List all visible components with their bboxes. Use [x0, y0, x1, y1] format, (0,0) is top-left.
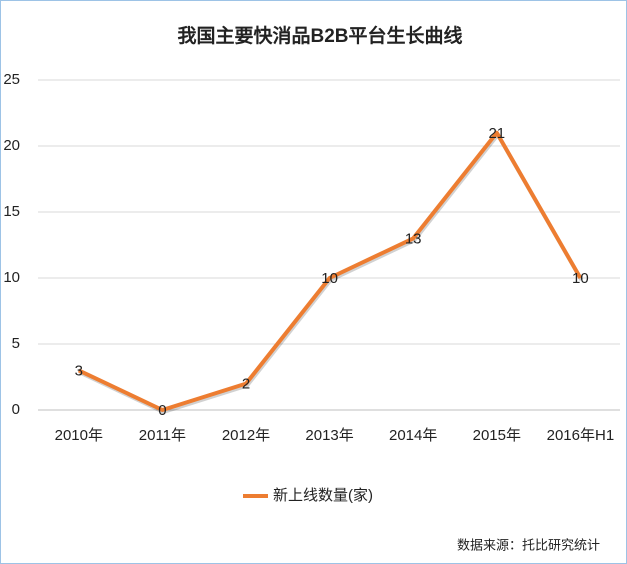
- y-tick-label: 0: [12, 401, 20, 418]
- chart-title: 我国主要快消品B2B平台生长曲线: [177, 24, 462, 47]
- x-tick-label: 2014年: [389, 427, 437, 444]
- data-label: 3: [75, 362, 83, 379]
- data-label: 13: [405, 230, 422, 247]
- legend-label: 新上线数量(家): [273, 487, 373, 504]
- data-label: 21: [488, 125, 505, 142]
- x-tick-label: 2013年: [305, 427, 353, 444]
- x-tick-label: 2011年: [139, 427, 186, 444]
- source-note: 数据来源：托比研究统计: [457, 537, 600, 552]
- data-label: 10: [572, 270, 589, 287]
- data-line: [77, 130, 583, 412]
- y-tick-label: 25: [3, 71, 20, 88]
- y-tick-label: 20: [3, 137, 20, 154]
- x-tick-label: 2015年: [473, 427, 521, 444]
- x-tick-label: 2010年: [55, 427, 103, 444]
- data-label: 10: [321, 270, 338, 287]
- y-tick-label: 15: [3, 203, 20, 220]
- x-tick-label: 2016年H1: [547, 427, 615, 444]
- data-label: 0: [158, 402, 166, 419]
- y-tick-label: 5: [12, 335, 20, 352]
- y-tick-label: 10: [3, 269, 20, 286]
- x-tick-label: 2012年: [222, 427, 270, 444]
- data-label: 2: [242, 376, 250, 393]
